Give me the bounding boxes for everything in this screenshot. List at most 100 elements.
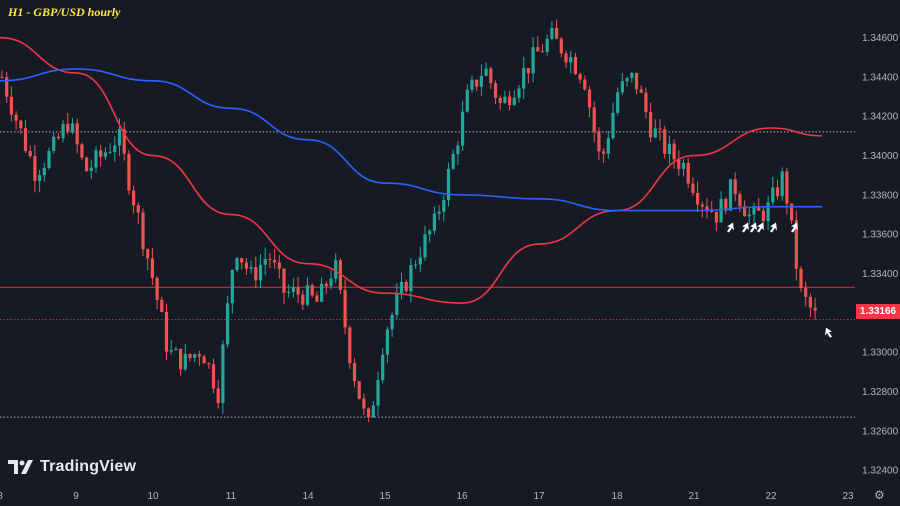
candle-body xyxy=(146,249,150,259)
candle-body xyxy=(296,287,300,295)
candle xyxy=(362,393,366,416)
candle-body xyxy=(602,151,606,154)
candle xyxy=(183,343,187,372)
candle-body xyxy=(418,257,422,265)
candle xyxy=(522,56,526,99)
candle-body xyxy=(75,123,79,145)
candle-body xyxy=(258,264,263,281)
candle-body xyxy=(80,144,84,158)
candle-body xyxy=(371,405,375,418)
candle-body xyxy=(743,206,747,217)
candle-body xyxy=(42,167,46,176)
candle-body xyxy=(160,299,164,312)
candle-body xyxy=(559,38,563,54)
candle-body xyxy=(470,79,474,90)
candle-body xyxy=(733,179,737,195)
candle xyxy=(188,353,192,362)
candle xyxy=(221,340,225,415)
candle xyxy=(799,266,803,293)
candle-body xyxy=(423,234,427,258)
candle xyxy=(714,211,718,232)
candle xyxy=(724,196,728,215)
candle-body xyxy=(710,211,714,213)
candle-body xyxy=(479,75,483,87)
candle xyxy=(526,68,530,84)
arrow-annotation xyxy=(727,222,734,233)
arrow-shape xyxy=(757,222,764,233)
candle xyxy=(193,353,197,363)
candle-body xyxy=(813,307,817,311)
candle xyxy=(475,79,479,91)
candle-body xyxy=(606,138,610,154)
candle-body xyxy=(446,168,451,201)
candle-body xyxy=(70,123,75,132)
candle-body xyxy=(99,150,103,157)
candle-body xyxy=(592,107,596,132)
candle xyxy=(254,256,258,289)
candle-body xyxy=(348,327,352,364)
candle-body xyxy=(493,83,498,98)
candle xyxy=(164,303,169,360)
candle-body xyxy=(183,353,187,370)
candle-body xyxy=(620,81,624,93)
candle xyxy=(390,312,394,337)
candle-body xyxy=(211,364,216,389)
candle-body xyxy=(334,260,338,279)
candle xyxy=(620,73,624,95)
candle-body xyxy=(531,47,535,74)
candle xyxy=(324,281,328,294)
time-axis[interactable]: 8 9 10 11 14 15 16 17 18 21 22 23 xyxy=(0,491,854,502)
candle-body xyxy=(644,92,648,112)
candle xyxy=(28,145,32,159)
candle xyxy=(244,257,248,276)
candle-body xyxy=(141,212,145,250)
candle-body xyxy=(461,111,465,146)
gear-icon[interactable]: ⚙ xyxy=(874,488,885,502)
candle xyxy=(649,102,653,143)
candle-body xyxy=(719,198,723,223)
price-axis[interactable]: 1.34600 1.34400 1.34200 1.34000 1.33800 1.336… xyxy=(862,33,899,477)
candle xyxy=(94,146,98,173)
arrow-shape xyxy=(791,222,798,233)
candle-body xyxy=(230,270,234,304)
arrow-annotation xyxy=(742,222,749,233)
x-tick-label: 22 xyxy=(765,491,777,502)
candle xyxy=(634,72,639,95)
candle xyxy=(301,290,305,311)
arrow-shape xyxy=(750,222,757,233)
candle xyxy=(103,147,107,160)
candle xyxy=(733,172,737,202)
candle xyxy=(395,283,399,320)
y-tick-label: 1.34000 xyxy=(862,151,899,162)
candle xyxy=(672,139,676,169)
candle xyxy=(686,157,690,189)
candle xyxy=(376,371,380,416)
candle xyxy=(696,181,700,212)
y-tick-label: 1.33600 xyxy=(862,230,899,241)
y-tick-label: 1.34600 xyxy=(862,33,899,44)
candle-body xyxy=(362,398,366,409)
candle-body xyxy=(517,88,521,98)
candle xyxy=(752,202,756,226)
candle-body xyxy=(583,79,587,90)
tradingview-logo: TradingView xyxy=(8,458,136,476)
candle xyxy=(334,253,338,284)
x-tick-label: 11 xyxy=(226,491,237,502)
candle xyxy=(33,144,37,193)
candle xyxy=(132,185,136,214)
candle xyxy=(211,358,216,394)
candle xyxy=(155,276,159,310)
candle-body xyxy=(179,348,183,370)
candle-body xyxy=(738,194,742,207)
candle xyxy=(804,281,808,307)
candle xyxy=(108,143,112,154)
candle xyxy=(160,296,164,313)
candle-body xyxy=(761,210,765,222)
candle xyxy=(329,269,333,290)
candle-body xyxy=(667,143,671,154)
candle-body xyxy=(540,51,545,53)
candle-body xyxy=(653,128,657,138)
candle xyxy=(451,149,455,170)
candle-body xyxy=(724,198,728,211)
